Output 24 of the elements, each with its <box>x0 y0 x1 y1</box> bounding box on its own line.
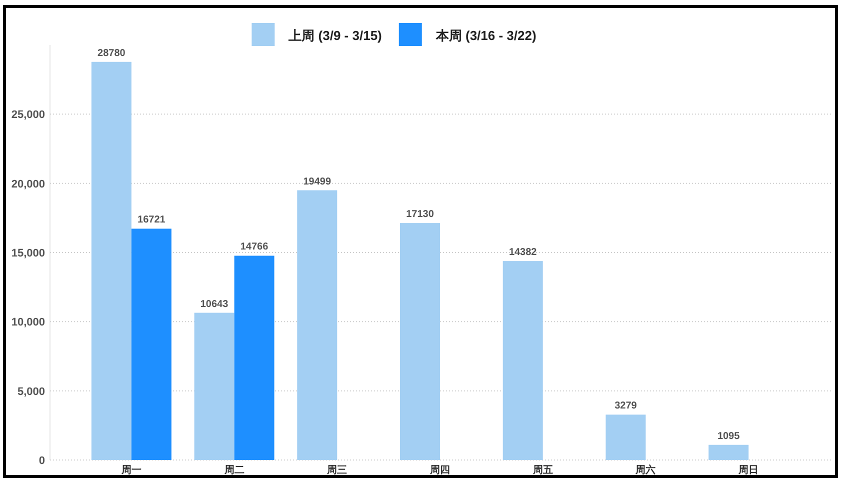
x-tick-label: 周日 <box>738 464 759 476</box>
data-label: 14382 <box>508 247 538 258</box>
data-label: 1095 <box>717 430 740 442</box>
data-label: 19499 <box>303 176 332 188</box>
y-tick-label: 15,000 <box>11 248 45 260</box>
y-tick-label: 10,000 <box>11 316 45 329</box>
y-tick-label: 0 <box>38 455 45 467</box>
y-tick-label: 5,000 <box>17 386 45 398</box>
x-tick-label: 周四 <box>429 464 450 476</box>
x-tick-label: 周六 <box>634 464 656 476</box>
x-tick-label: 周三 <box>326 464 348 476</box>
data-label: 14766 <box>240 242 269 253</box>
x-tick-label: 周二 <box>223 464 244 476</box>
y-tick-label: 20,000 <box>11 178 45 190</box>
legend-label: 上周 (3/9 - 3/15) <box>288 28 382 43</box>
x-tick-label: 周五 <box>532 464 553 476</box>
data-label: 17130 <box>406 209 434 220</box>
data-label: 16721 <box>138 214 166 226</box>
y-tick-label: 25,000 <box>11 109 45 122</box>
x-tick-label: 周一 <box>120 464 142 476</box>
data-label: 3279 <box>614 400 638 412</box>
data-label: 28780 <box>98 48 126 59</box>
data-label: 10643 <box>200 298 229 310</box>
legend-label: 本周 (3/16 - 3/22) <box>434 28 536 43</box>
